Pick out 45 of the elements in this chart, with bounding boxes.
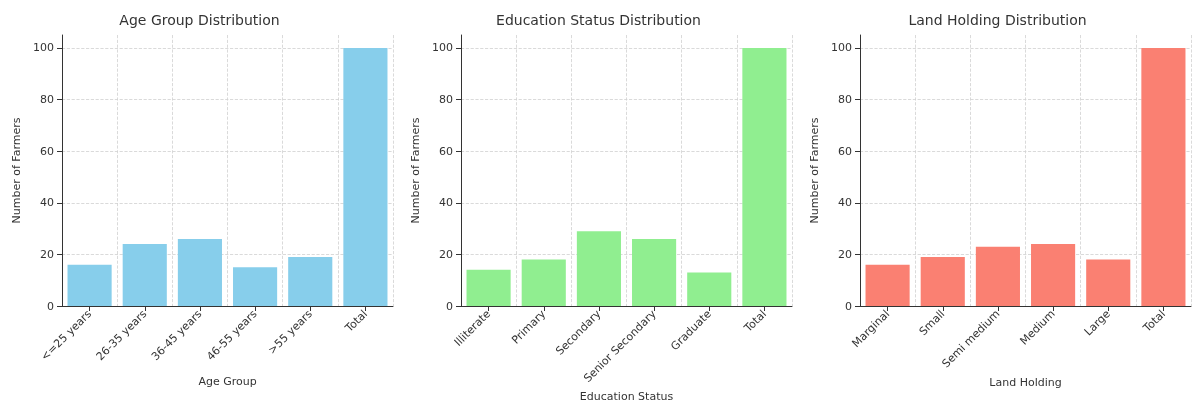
chart-title: Age Group Distribution	[119, 12, 280, 28]
y-tick-label: 60	[40, 144, 54, 158]
y-axis-title: Number of Farmers	[409, 117, 422, 224]
y-tick-label: 40	[40, 196, 54, 210]
bar	[632, 238, 677, 306]
bar	[1141, 47, 1186, 306]
y-tick-label: 40	[439, 196, 453, 210]
bar	[67, 264, 112, 306]
bar	[975, 246, 1020, 306]
bar	[742, 47, 787, 306]
y-axis-title: Number of Farmers	[10, 117, 23, 224]
chart-title: Education Status Distribution	[496, 12, 701, 28]
y-tick-label: 80	[838, 93, 852, 107]
x-axis-title: Age Group	[198, 375, 257, 388]
bar	[288, 256, 333, 306]
bar	[521, 259, 566, 306]
y-tick-label: 100	[831, 41, 852, 55]
bar	[233, 267, 278, 306]
y-tick-label: 0	[47, 299, 54, 313]
y-tick-label: 60	[838, 144, 852, 158]
y-tick-label: 20	[439, 247, 453, 261]
bar	[1086, 259, 1131, 306]
chart-title: Land Holding Distribution	[908, 12, 1087, 28]
bar	[466, 269, 511, 306]
y-tick-label: 20	[40, 247, 54, 261]
y-tick-label: 100	[432, 41, 453, 55]
bar	[687, 272, 732, 306]
bar	[177, 238, 222, 306]
y-tick-label: 80	[439, 93, 453, 107]
y-tick-label: 0	[446, 299, 453, 313]
bar	[576, 231, 621, 306]
y-tick-label: 20	[838, 247, 852, 261]
y-tick-label: 100	[33, 41, 54, 55]
bar	[865, 264, 910, 306]
bar	[1031, 244, 1076, 306]
y-tick-label: 60	[439, 144, 453, 158]
y-tick-label: 0	[845, 299, 852, 313]
bar	[343, 47, 388, 306]
bar	[920, 256, 965, 306]
bar	[122, 244, 167, 306]
x-axis-title: Education Status	[579, 390, 674, 401]
y-axis-title: Number of Farmers	[808, 117, 821, 224]
y-tick-label: 40	[838, 196, 852, 210]
y-tick-label: 80	[40, 93, 54, 107]
x-axis-title: Land Holding	[989, 375, 1062, 389]
